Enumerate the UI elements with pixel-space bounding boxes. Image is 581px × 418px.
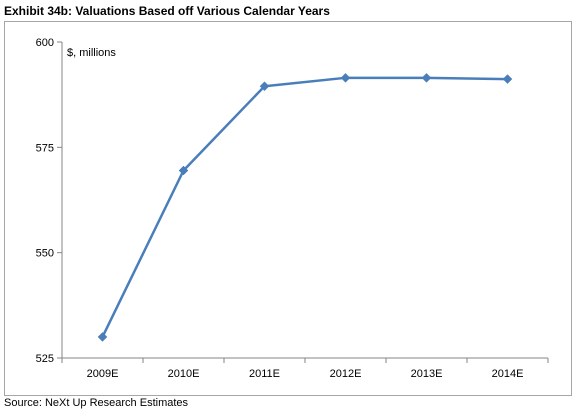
y-tick-label: 525 (36, 353, 54, 365)
y-tick-label: 575 (36, 142, 54, 154)
x-tick-label: 2010E (168, 368, 200, 380)
source-note: Source: NeXt Up Research Estimates (4, 397, 189, 409)
data-point-marker (97, 332, 108, 342)
x-tick-label: 2014E (492, 368, 524, 380)
y-axis: 525 550 575 600 (36, 37, 63, 365)
x-tick-label: 2013E (411, 368, 443, 380)
chart-title: Exhibit 34b: Valuations Based off Variou… (4, 4, 330, 18)
chart-frame (4, 21, 572, 396)
y-tick-label: 600 (36, 37, 54, 49)
data-point-marker (340, 72, 351, 83)
data-point-marker (502, 74, 513, 84)
x-tick-label: 2011E (249, 368, 280, 380)
data-point-marker (178, 165, 189, 176)
data-point-marker (259, 81, 270, 92)
unit-label: $, millions (67, 47, 116, 59)
series-line (101, 76, 508, 338)
data-point-marker (421, 72, 432, 83)
y-tick-label: 550 (36, 248, 54, 260)
x-axis: 2009E 2010E 2011E 2012E 2013E 2014E (61, 357, 549, 380)
series-group (97, 72, 513, 342)
x-tick-label: 2009E (87, 368, 119, 380)
x-tick-label: 2012E (330, 368, 362, 380)
